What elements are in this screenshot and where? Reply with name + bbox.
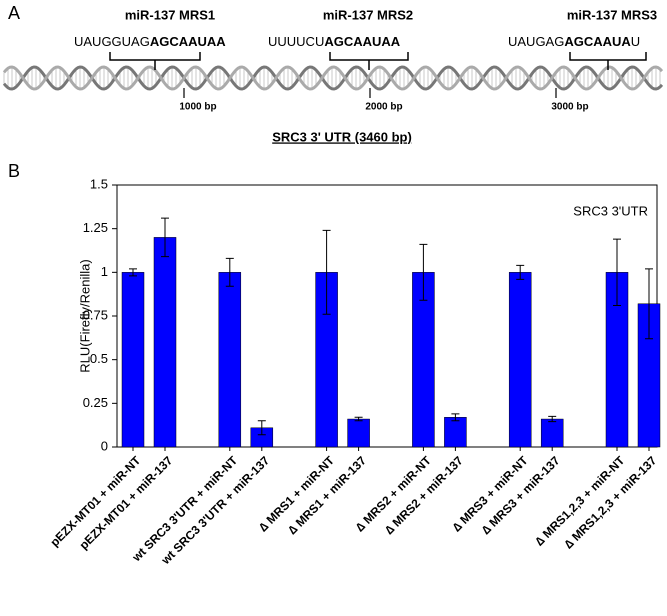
bar — [347, 418, 370, 448]
site-bracket — [109, 52, 201, 70]
sequence-segment: UUUUCU — [268, 34, 324, 49]
site-name: miR-137 MRS3 — [567, 7, 657, 22]
error-bar — [451, 413, 460, 422]
bp-label: 2000 bp — [365, 102, 402, 113]
y-axis-label: RLU(Firefly/Renilla) — [77, 259, 92, 372]
sequence-segment: UAUGGUAG — [74, 34, 150, 49]
utr-caption: SRC3 3' UTR (3460 bp) — [272, 129, 412, 144]
bar — [508, 272, 532, 448]
dna-helix — [2, 65, 664, 91]
y-tick-label: 1.5 — [90, 176, 108, 191]
error-bar — [645, 268, 653, 340]
annotation: SRC3 3'UTR — [573, 203, 648, 218]
error-bar — [516, 264, 525, 280]
sequence-segment: AGCAAUA — [564, 34, 631, 49]
bar — [153, 237, 177, 448]
sequence-segment: AGCAAUAA — [150, 34, 226, 49]
y-tick-label: 0.5 — [90, 351, 108, 366]
bp-label: 1000 bp — [179, 102, 216, 113]
bar — [218, 272, 242, 448]
bar — [121, 272, 145, 448]
error-bar — [257, 420, 266, 436]
error-bar — [322, 229, 331, 315]
bar — [444, 417, 467, 448]
sequence-segment: UAUGAG — [508, 34, 564, 49]
error-bar — [129, 268, 137, 277]
y-tick-label: 0 — [101, 438, 108, 453]
site-bracket — [569, 52, 647, 70]
error-bar — [548, 415, 557, 423]
site-name: miR-137 MRS1 — [125, 7, 215, 22]
y-tick-label: 1 — [101, 264, 108, 279]
error-bar — [354, 416, 363, 422]
sequence-segment: U — [631, 34, 640, 49]
panel-label: A — [8, 3, 20, 23]
sequence-segment: AGCAAUAA — [324, 34, 400, 49]
site-sequence: UUUUCUAGCAAUAA — [268, 34, 401, 49]
helix-strand — [2, 65, 664, 91]
site-sequence: UAUGAGAGCAAUAU — [508, 34, 640, 49]
bar — [540, 418, 564, 448]
y-tick-label: 0.75 — [83, 307, 108, 322]
plot-frame — [116, 184, 658, 448]
y-tick-label: 0.25 — [83, 395, 108, 410]
error-bar — [613, 238, 621, 307]
site-name: miR-137 MRS2 — [323, 7, 413, 22]
panel-label: B — [8, 161, 20, 181]
site-sequence: UAUGGUAGAGCAAUAA — [74, 34, 226, 49]
error-bar — [161, 217, 169, 258]
y-tick-label: 1.25 — [83, 220, 108, 235]
error-bar — [225, 257, 234, 287]
error-bar — [419, 243, 428, 301]
bp-label: 3000 bp — [551, 102, 588, 113]
site-bracket — [329, 52, 409, 70]
helix-strand — [2, 65, 664, 91]
